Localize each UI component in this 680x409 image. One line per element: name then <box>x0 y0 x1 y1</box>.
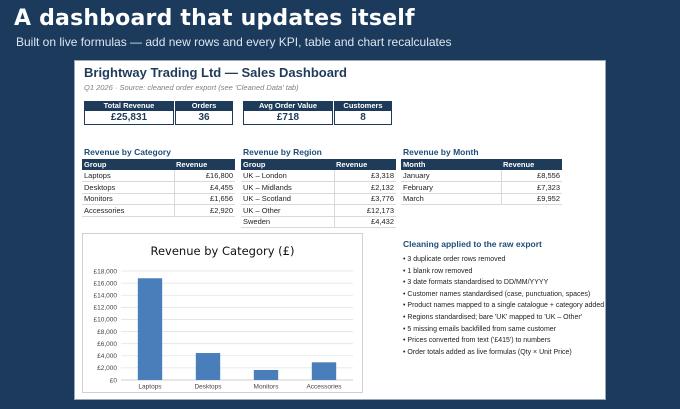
table-cell: March <box>401 193 501 205</box>
bar-accessories[interactable] <box>311 362 337 380</box>
column-header: Group <box>241 159 334 170</box>
bar-desktops[interactable] <box>195 353 221 380</box>
table-cell: £3,318 <box>333 170 396 182</box>
x-tick-label: Laptops <box>138 384 162 391</box>
bar-laptops[interactable] <box>137 278 163 380</box>
table-cell: £16,800 <box>173 170 235 182</box>
kpi-group-orders: Avg Order Value £718 Customers 8 <box>243 101 393 125</box>
table-cell: Sweden <box>241 216 334 228</box>
kpi-label: Total Revenue <box>84 101 174 111</box>
table-row[interactable]: UK – Other £12,173 <box>241 204 396 217</box>
table-row[interactable]: March £9,952 <box>401 193 562 205</box>
table-cell: UK – Other <box>241 204 334 217</box>
list-item: • Customer names standardised (case, pun… <box>403 290 591 298</box>
category-table-title: Revenue by Category <box>84 147 171 157</box>
table-row[interactable]: February £7,323 <box>401 181 562 194</box>
column-header: Month <box>401 159 501 170</box>
y-tick-label: £2,000 <box>97 365 117 372</box>
kpi-total-revenue[interactable]: Total Revenue £25,831 <box>84 101 174 125</box>
y-tick-label: £10,000 <box>94 317 118 324</box>
month-table: Month Revenue January £8,556 February £7,3… <box>401 159 562 205</box>
dashboard-sheet: Brightway Trading Ltd — Sales Dashboard … <box>74 60 606 400</box>
list-item: • Prices converted from text ('£415') to… <box>403 337 551 345</box>
y-tick-label: £8,000 <box>97 329 117 336</box>
table-cell: £4,455 <box>173 181 235 194</box>
kpi-orders[interactable]: Orders 36 <box>175 101 233 125</box>
list-item: • Product names mapped to a single catal… <box>403 302 605 310</box>
bar-monitors[interactable] <box>253 369 279 380</box>
source-note: Q1 2026 · Source: cleaned order export (… <box>84 83 299 92</box>
table-row[interactable]: Desktops £4,455 <box>82 181 235 194</box>
table-cell: UK – Midlands <box>241 181 334 194</box>
table-row[interactable]: Monitors £1,656 <box>82 193 235 205</box>
region-table: Group Revenue UK – London £3,318 UK – Mid… <box>241 159 396 228</box>
table-cell: £2,920 <box>173 204 235 217</box>
table-cell: UK – London <box>241 170 334 182</box>
list-item: • Order totals added as live formulas (Q… <box>403 348 572 356</box>
x-tick-label: Desktops <box>194 384 222 391</box>
region-table-title: Revenue by Region <box>243 147 322 157</box>
table-row[interactable]: Sweden £4,432 <box>241 216 396 228</box>
y-tick-label: £14,000 <box>94 293 118 300</box>
table-cell: January <box>401 170 501 182</box>
cleaning-list: • 3 duplicate order rows removed • 1 bla… <box>403 254 605 358</box>
column-header: Revenue <box>174 159 235 170</box>
y-tick-label: £6,000 <box>97 341 117 348</box>
y-tick-label: £12,000 <box>94 305 118 312</box>
cleaning-title: Cleaning applied to the raw export <box>403 239 542 249</box>
kpi-value: £25,831 <box>84 111 174 125</box>
column-header: Revenue <box>334 159 396 170</box>
table-row[interactable]: UK – Scotland £3,776 <box>241 193 396 205</box>
list-item: • 1 blank row removed <box>403 267 473 275</box>
kpi-value: 8 <box>334 111 392 125</box>
table-cell: £12,173 <box>333 204 396 217</box>
kpi-label: Customers <box>334 101 392 111</box>
table-cell: £7,323 <box>500 181 562 194</box>
kpi-label: Orders <box>175 101 233 111</box>
table-cell: February <box>401 181 501 194</box>
x-tick-label: Monitors <box>254 384 280 391</box>
revenue-chart-svg: Revenue by Category (£) £0 £2,000 £4,000 £6… <box>94 244 353 391</box>
list-item: • 3 duplicate order rows removed <box>403 256 506 263</box>
month-table-title: Revenue by Month <box>403 147 479 157</box>
hero-subtitle: Built on live formulas — add new rows an… <box>16 35 452 49</box>
y-tick-label: £18,000 <box>94 268 118 275</box>
table-cell: £3,776 <box>333 193 396 205</box>
y-tick-label: £4,000 <box>97 353 117 360</box>
table-row[interactable]: January £8,556 <box>401 170 562 182</box>
chart-title: Revenue by Category (£) <box>151 244 295 258</box>
kpi-group-revenue: Total Revenue £25,831 Orders 36 <box>84 101 234 125</box>
kpi-value: 36 <box>175 111 233 125</box>
table-cell: £9,952 <box>500 193 562 205</box>
table-cell: £8,556 <box>500 170 562 182</box>
table-cell: Laptops <box>82 170 174 182</box>
kpi-value: £718 <box>243 111 333 125</box>
kpi-label: Avg Order Value <box>243 101 333 111</box>
table-cell: Desktops <box>82 181 174 194</box>
table-row[interactable]: Laptops £16,800 <box>82 170 235 182</box>
table-cell: £2,132 <box>333 181 396 194</box>
table-cell: UK – Scotland <box>241 193 334 205</box>
dashboard-title: Brightway Trading Ltd — Sales Dashboard <box>84 65 347 80</box>
list-item: • Regions standardised; bare 'UK' mapped… <box>403 313 583 321</box>
table-cell: Accessories <box>82 204 174 217</box>
table-cell: Monitors <box>82 193 174 205</box>
kpi-customers[interactable]: Customers 8 <box>334 101 392 125</box>
x-tick-label: Accessories <box>306 384 342 391</box>
column-header: Group <box>82 159 174 170</box>
table-row[interactable]: UK – London £3,318 <box>241 170 396 182</box>
list-item: • 5 missing emails backfilled from same … <box>403 325 556 333</box>
revenue-chart[interactable]: Revenue by Category (£) £0 £2,000 £4,000 £6… <box>82 233 363 393</box>
table-row[interactable]: Accessories £2,920 <box>82 204 235 217</box>
y-tick-label: £0 <box>110 377 118 384</box>
y-tick-label: £16,000 <box>94 280 118 287</box>
table-row[interactable]: UK – Midlands £2,132 <box>241 181 396 194</box>
table-cell: £4,432 <box>333 216 396 228</box>
hero-title: A dashboard that updates itself <box>14 6 415 31</box>
list-item: • 3 date formats standardised to DD/MM/Y… <box>403 279 549 287</box>
table-cell: £1,656 <box>173 193 235 205</box>
column-header: Revenue <box>501 159 562 170</box>
category-table: Group Revenue Laptops £16,800 Desktops £4,… <box>82 159 235 217</box>
kpi-avg-order-value[interactable]: Avg Order Value £718 <box>243 101 333 125</box>
